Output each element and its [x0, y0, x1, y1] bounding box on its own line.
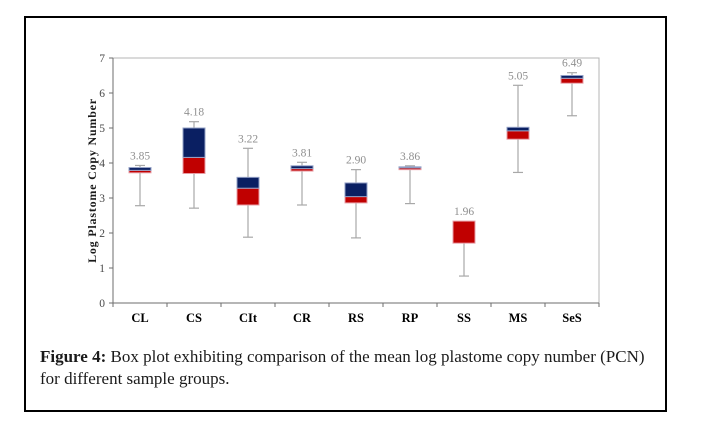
- chart-plot-area: 0 1 2 3 4 5 6 7 3.85 CL 4.18 CS 3.22 CIt 3.81 CR 2.90 RS 3…: [99, 53, 600, 325]
- mean-value-label: 3.86: [400, 151, 420, 163]
- upper-box: [506, 126, 530, 132]
- upper-box: [128, 167, 152, 171]
- mean-value-label: 6.49: [562, 58, 582, 70]
- mean-value-label: 3.81: [292, 147, 312, 159]
- figure-caption-label: Figure 4:: [40, 347, 107, 366]
- box-group-CIt: 3.22 CIt: [236, 133, 260, 325]
- lower-box: [506, 130, 530, 140]
- figure-caption-body: Box plot exhibiting comparison of the me…: [40, 347, 645, 388]
- x-category-label: CL: [131, 311, 148, 325]
- x-category-label: MS: [509, 311, 528, 325]
- figure-caption: Figure 4: Box plot exhibiting comparison…: [40, 346, 658, 390]
- mean-value-label: 5.05: [508, 70, 528, 82]
- x-category-label: CIt: [239, 311, 258, 325]
- upper-box: [290, 165, 314, 170]
- y-axis-title: Log Plastome Copy Number: [85, 98, 99, 263]
- mean-value-label: 1.96: [454, 206, 474, 218]
- box-group-CR: 3.81 CR: [290, 147, 314, 325]
- lower-box: [560, 77, 584, 84]
- y-tick-label: 0: [99, 298, 105, 310]
- y-tick-label: 2: [99, 228, 105, 240]
- box-group-SeS: 6.49 SeS: [560, 58, 584, 325]
- mean-value-label: 3.85: [130, 150, 150, 162]
- mean-value-label: 3.22: [238, 133, 258, 145]
- box-group-RP: 3.86 RP: [398, 151, 422, 325]
- y-tick-label: 6: [99, 88, 105, 100]
- x-category-label: SeS: [562, 311, 582, 325]
- x-category-label: RP: [402, 311, 419, 325]
- x-category-label: CS: [186, 311, 202, 325]
- upper-box: [236, 176, 260, 189]
- lower-box: [452, 220, 476, 244]
- mean-value-label: 2.90: [346, 155, 366, 167]
- y-tick-label: 1: [99, 263, 105, 275]
- upper-box: [182, 127, 206, 158]
- y-tick-label: 4: [99, 158, 105, 170]
- x-category-label: CR: [293, 311, 312, 325]
- lower-box: [344, 196, 368, 204]
- box-group-CL: 3.85 CL: [128, 150, 152, 325]
- upper-box: [560, 75, 584, 79]
- y-tick-label: 7: [99, 53, 105, 65]
- mean-value-label: 4.18: [184, 107, 204, 119]
- x-category-label: RS: [348, 311, 364, 325]
- box-group-MS: 5.05 MS: [506, 70, 530, 325]
- lower-box: [182, 156, 206, 174]
- y-tick-label: 3: [99, 193, 105, 205]
- lower-box: [236, 187, 260, 206]
- y-tick-label: 5: [99, 123, 105, 135]
- upper-box: [344, 182, 368, 198]
- box-group-RS: 2.90 RS: [344, 155, 368, 325]
- box-group-CS: 4.18 CS: [182, 107, 206, 325]
- x-category-label: SS: [457, 311, 471, 325]
- upper-box: [398, 166, 422, 169]
- box-group-SS: 1.96 SS: [452, 206, 476, 325]
